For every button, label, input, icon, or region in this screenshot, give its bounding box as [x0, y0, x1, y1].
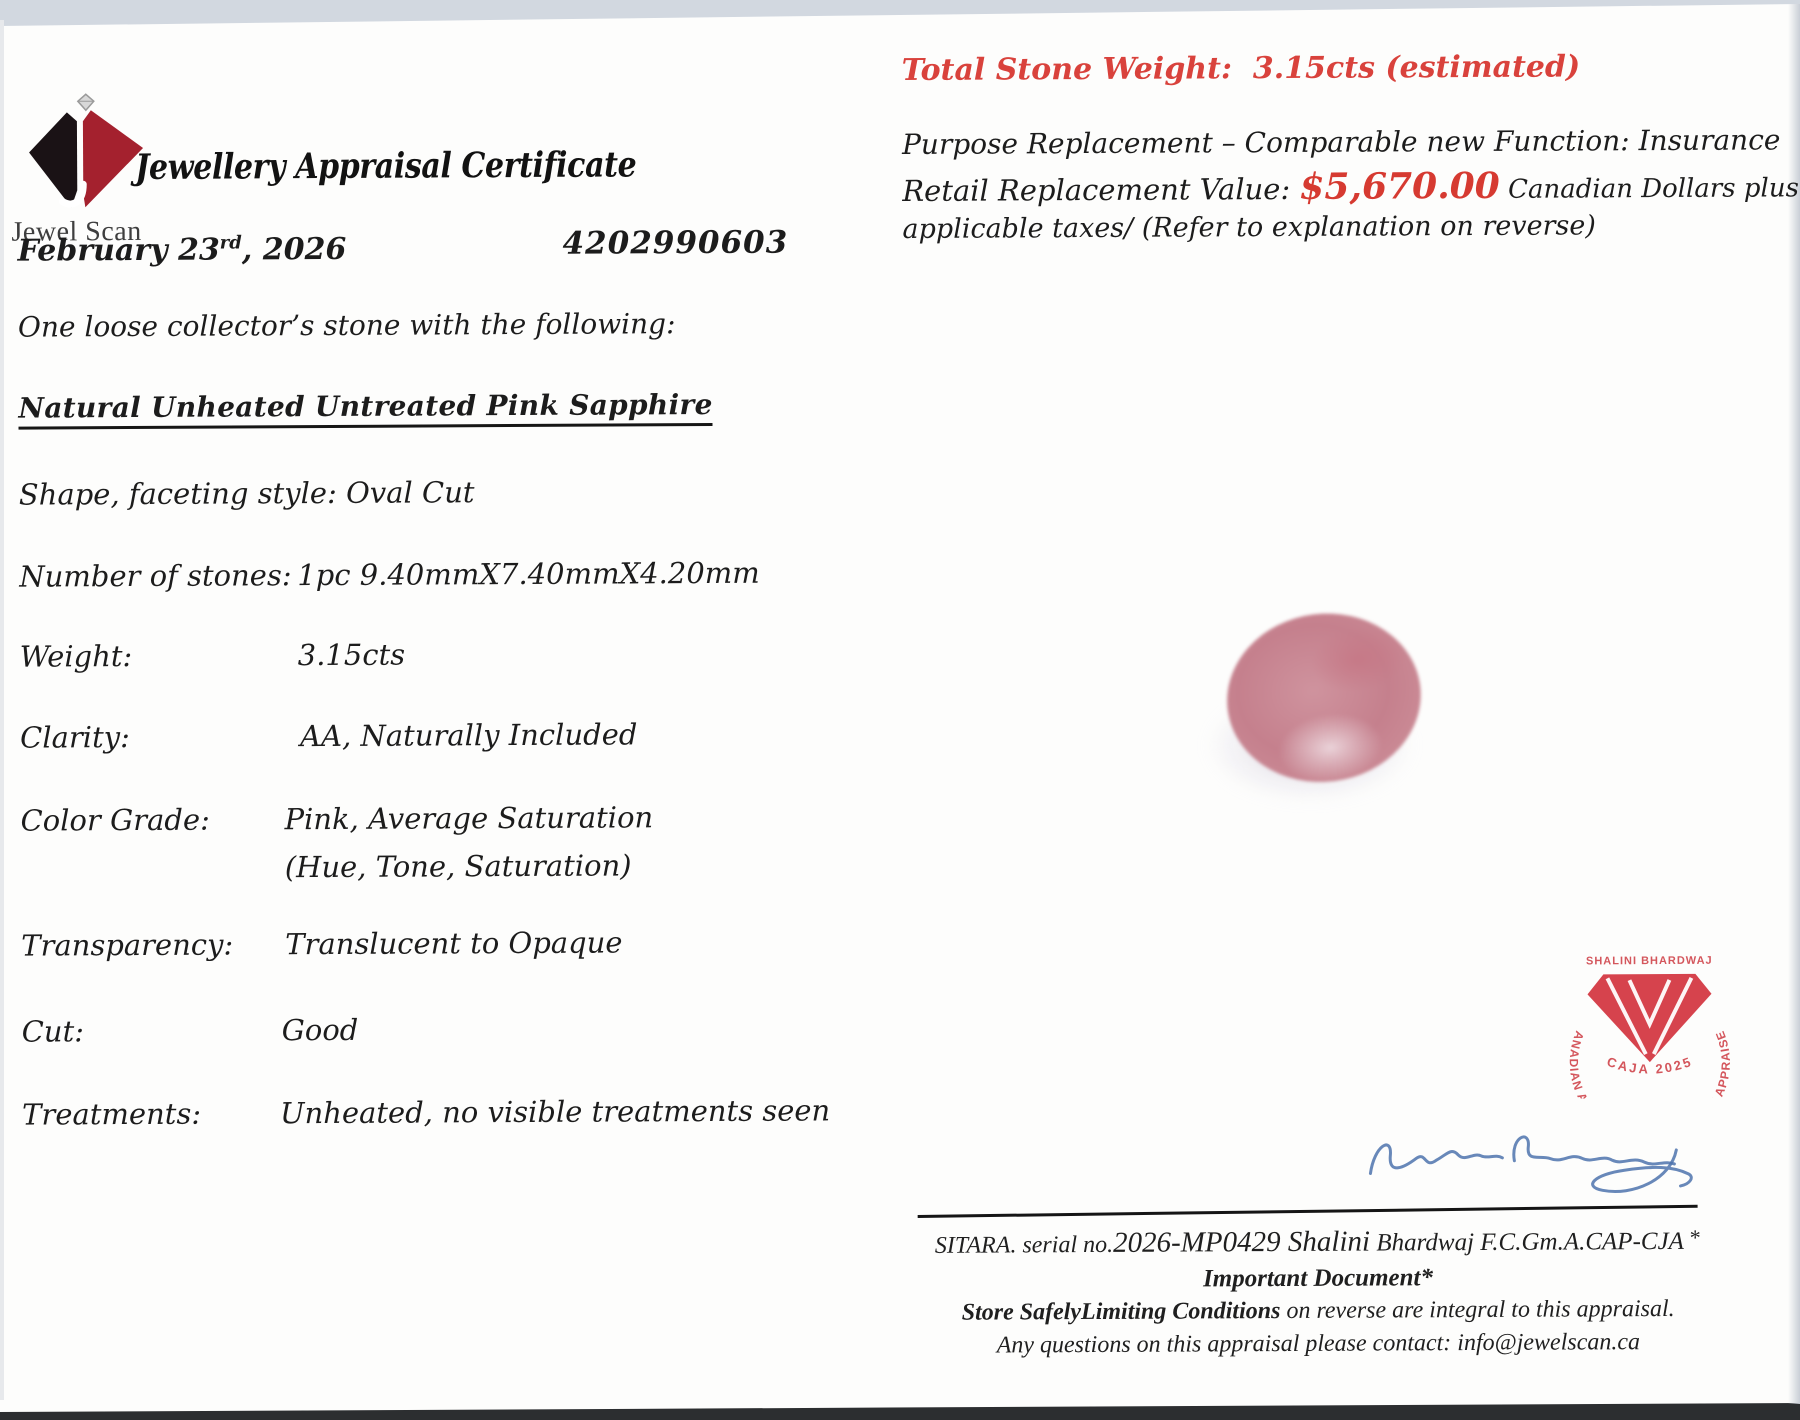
field-number-of-stones: Number of stones: 1pc 9.40mmX7.40mmX4.20…	[19, 556, 779, 600]
jewel-scan-logo-icon	[29, 93, 144, 208]
scan-edge-right	[1788, 4, 1800, 1404]
field-label: Treatments:	[22, 1096, 202, 1132]
field-label: Weight:	[19, 639, 133, 674]
limiting-conditions-line: Store SafelyLimiting Conditions on rever…	[908, 1296, 1728, 1327]
footer-block: SITARA. serial no.2026-MP0429 Shalini Bh…	[908, 1224, 1729, 1360]
purpose-line: Purpose Replacement – Comparable new Fun…	[901, 123, 1781, 161]
field-value: 1pc 9.40mmX7.40mmX4.20mm	[297, 555, 760, 593]
stamp-bottom-text: CAJA 2025	[1605, 1053, 1695, 1076]
field-label: Cut:	[21, 1014, 85, 1049]
shape-line: Shape, faceting style: Oval Cut	[18, 475, 475, 512]
field-label: Color Grade:	[20, 802, 210, 838]
field-weight: Weight: 3.15cts	[20, 636, 780, 680]
intro-line: One loose collector’s stone with the fol…	[17, 307, 676, 344]
serial-suffix: Bhardwaj F.C.Gm.A.CAP-CJA	[1369, 1227, 1690, 1257]
contact-line: Any questions on this appraisal please c…	[996, 1329, 1641, 1359]
field-value: AA, Naturally Included	[300, 717, 638, 754]
stamp-appraiser-name: SHALINI BHARDWAJ	[1586, 955, 1713, 968]
field-value: Pink, Average Saturation (Hue, Tone, Satu…	[284, 800, 653, 884]
field-label: Transparency:	[21, 927, 234, 963]
certificate-title: Jewellery Appraisal Certificate	[135, 144, 637, 188]
retail-label: Retail Replacement Value:	[902, 171, 1300, 208]
field-label: Number of stones:	[19, 558, 292, 594]
retail-replacement-line: Retail Replacement Value: $5,670.00 Cana…	[902, 163, 1799, 210]
taxes-line: applicable taxes/ (Refer to explanation …	[902, 210, 1596, 245]
retail-value: $5,670.00	[1299, 164, 1500, 208]
serial-number: 2026-MP0429 Shalini	[1112, 1225, 1371, 1259]
date-text: February 23	[17, 232, 220, 269]
date-ordinal: rd	[219, 232, 242, 254]
total-stone-weight: Total Stone Weight: 3.15cts (estimated)	[901, 49, 1581, 88]
serial-asterisk: *	[1689, 1224, 1701, 1250]
conditions-bold: Store SafelyLimiting Conditions	[961, 1298, 1281, 1326]
field-cut: Cut: Good	[22, 1011, 782, 1055]
field-treatments: Treatments: Unheated, no visible treatme…	[22, 1093, 830, 1138]
scan-edge-left	[0, 20, 4, 1400]
color-grade-line2: (Hue, Tone, Saturation)	[284, 848, 632, 885]
field-label: Clarity:	[20, 720, 130, 755]
color-grade-line1: Pink, Average Saturation	[284, 800, 654, 837]
stone-title: Natural Unheated Untreated Pink Sapphire	[18, 387, 713, 430]
serial-line: SITARA. serial no.2026-MP0429 Shalini Bh…	[908, 1224, 1728, 1261]
field-value: 3.15cts	[297, 637, 406, 673]
appraiser-signature	[1368, 1135, 1693, 1193]
important-document-line: Important Document*	[1202, 1264, 1434, 1293]
stamp-diamond-facets	[1605, 976, 1694, 1056]
field-transparency: Transparency: Translucent to Opaque	[21, 925, 781, 969]
appraiser-seal-stamp: CANADIAN ACCREDITED JEWELLERY APPRAISER …	[1549, 898, 1733, 1099]
certificate-number: 4202990603	[562, 224, 789, 262]
conditions-rest: on reverse are integral to this appraisa…	[1280, 1295, 1675, 1325]
field-value: Unheated, no visible treatments seen	[280, 1093, 831, 1131]
field-color-grade: Color Grade: Pink, Average Saturation (Hu…	[20, 800, 780, 888]
field-value: Good	[281, 1012, 359, 1048]
retail-suffix: Canadian Dollars plus	[1499, 173, 1799, 205]
date-year: , 2026	[241, 231, 347, 268]
field-clarity: Clarity: AA, Naturally Included	[20, 717, 780, 761]
appraisal-date: February 23rd, 2026	[17, 232, 346, 269]
stamp-diamond-icon	[1587, 973, 1712, 1063]
field-value: Translucent to Opaque	[285, 925, 623, 962]
signature-line	[917, 1204, 1698, 1218]
serial-prefix: SITARA. serial no.	[934, 1231, 1114, 1259]
